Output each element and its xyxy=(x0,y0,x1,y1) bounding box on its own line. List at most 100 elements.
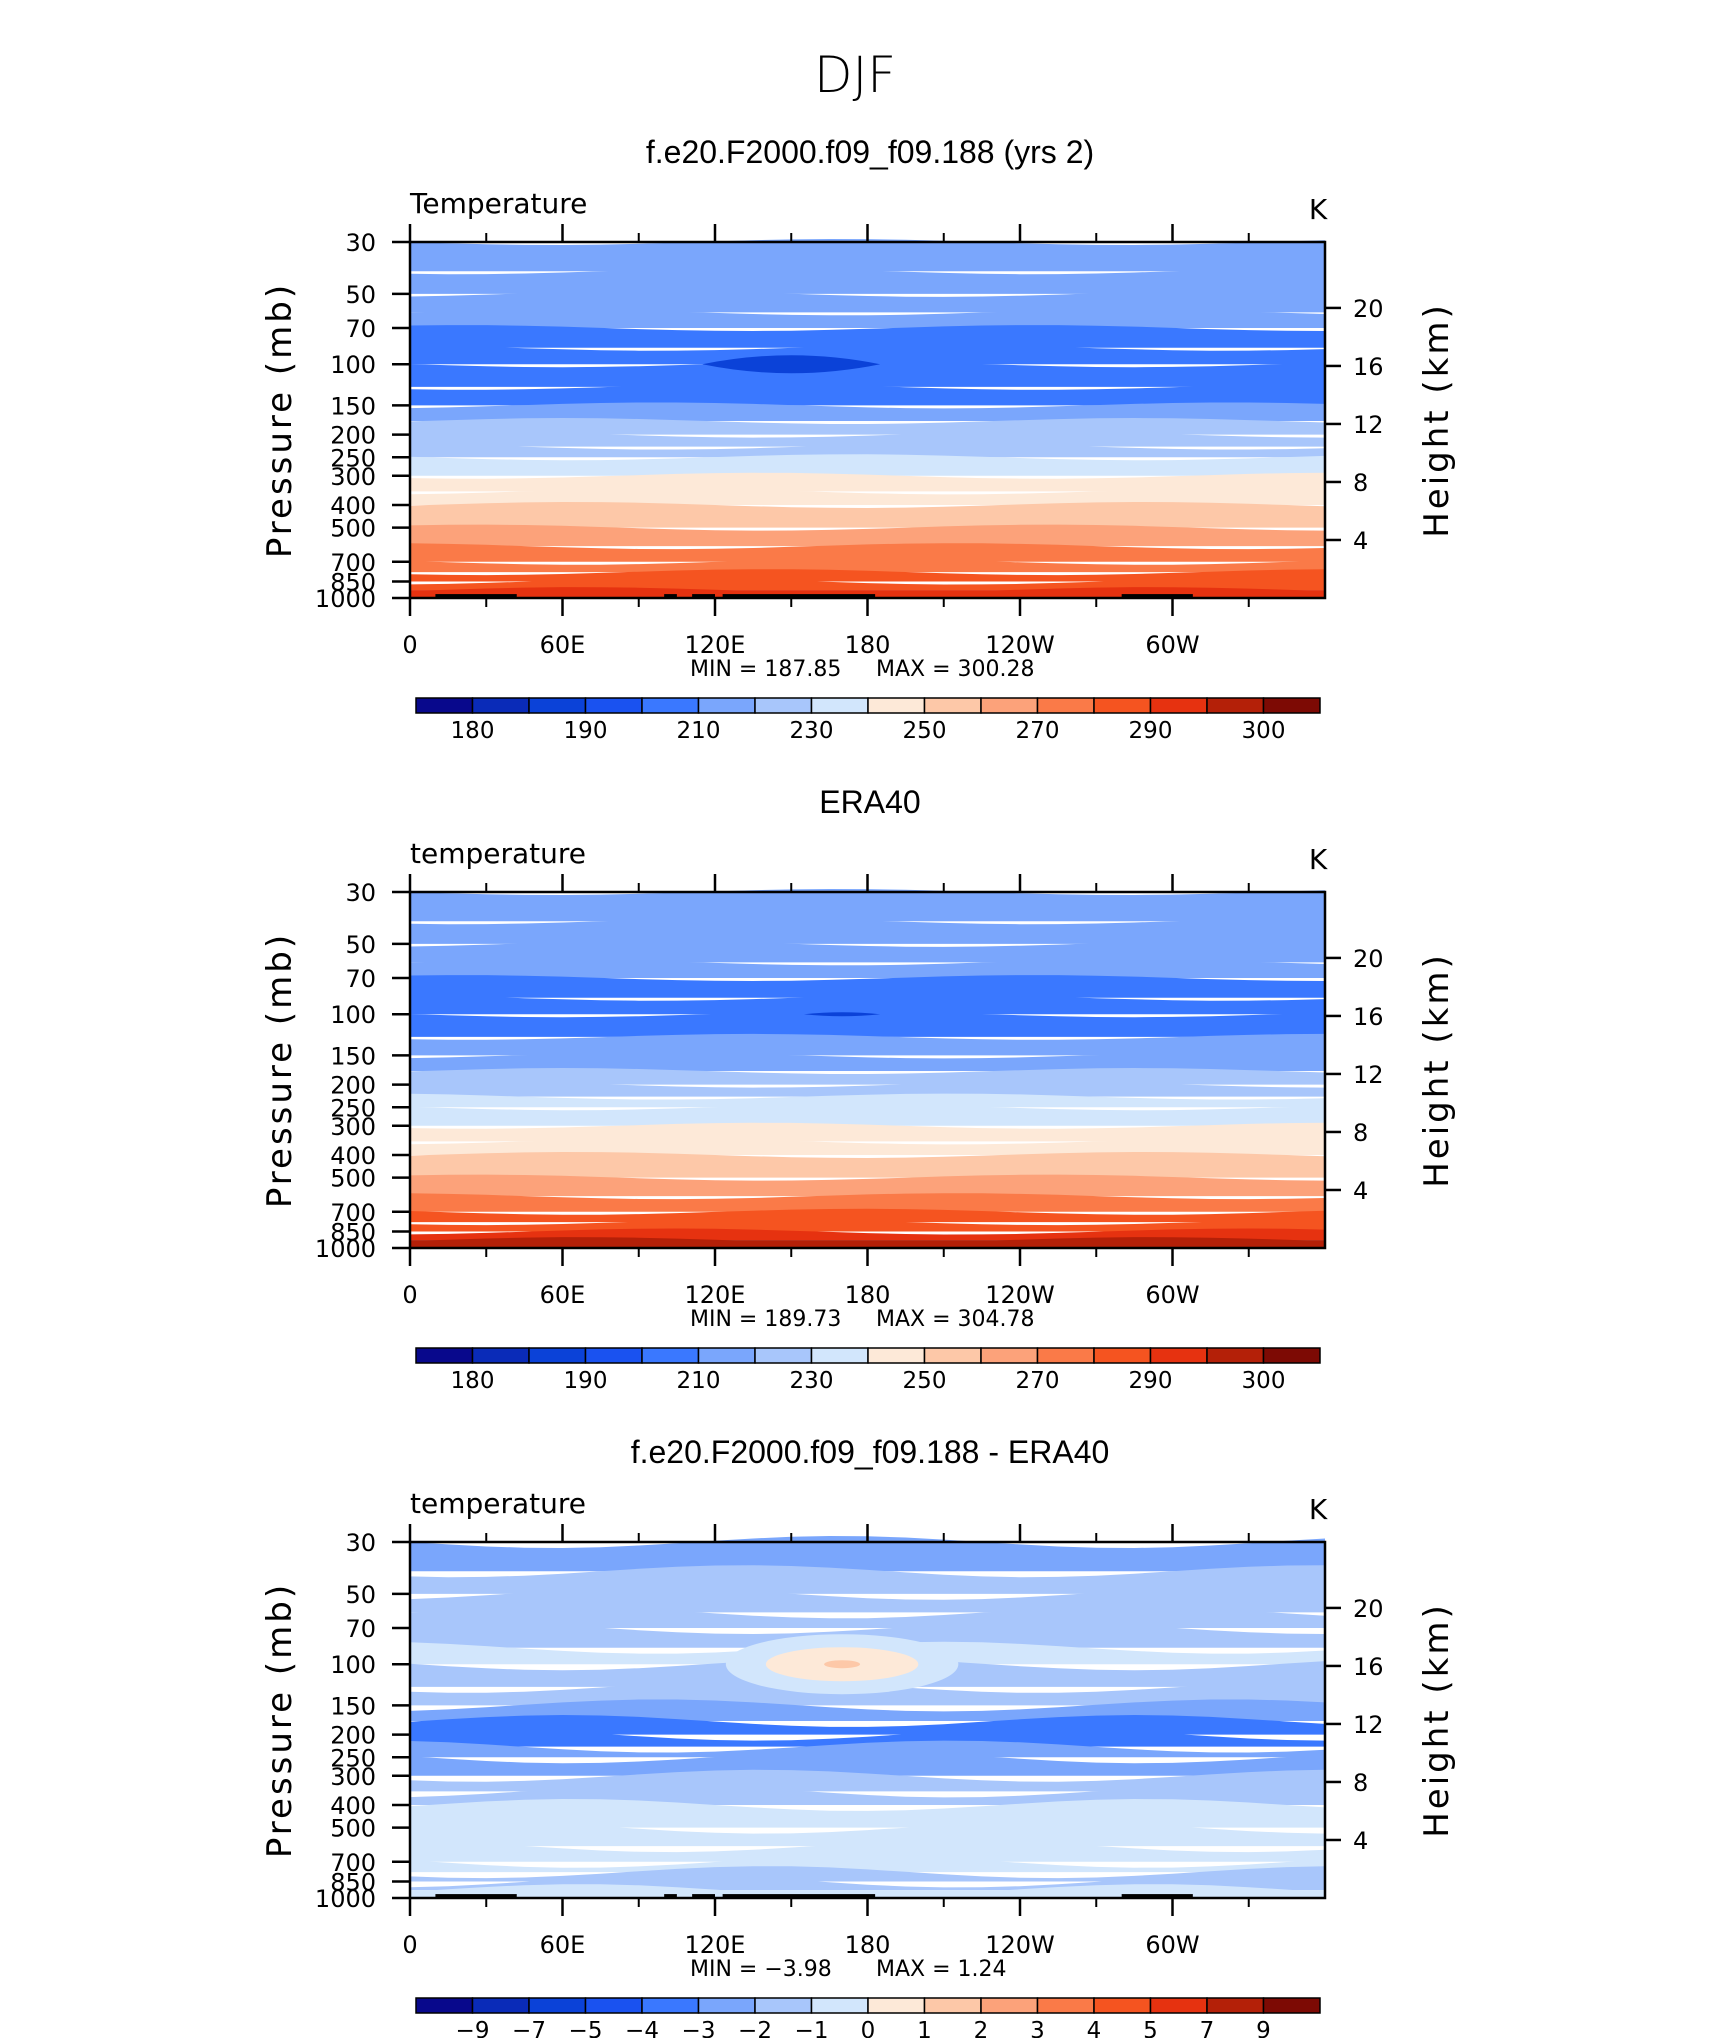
contour-band xyxy=(410,590,1325,598)
contour-band xyxy=(410,1855,1325,1873)
contour-band xyxy=(410,1622,1325,1648)
colorbar-swatch xyxy=(980,1997,1039,2014)
y-tick-label: 850 xyxy=(330,1219,376,1247)
panel-title: ERA40 xyxy=(819,784,920,820)
contour-band xyxy=(410,940,1325,963)
x-tick-label: 0 xyxy=(402,631,417,659)
topography-block xyxy=(435,594,517,598)
x-tick-label: 120W xyxy=(985,1931,1055,1959)
contour-band xyxy=(410,361,1325,387)
contour-band xyxy=(410,1219,1325,1232)
colorbar-swatch xyxy=(415,1997,474,2014)
colorbar-label: 300 xyxy=(1242,1368,1286,1394)
y-tick-label: 100 xyxy=(330,1001,376,1029)
colorbar-swatch xyxy=(641,1997,700,2014)
x-tick-label: 180 xyxy=(845,1931,891,1959)
colorbar-swatch xyxy=(810,697,869,714)
topography-block xyxy=(1121,594,1193,598)
colorbar-swatch xyxy=(415,697,474,714)
x-tick-label: 120W xyxy=(985,1281,1055,1309)
max-label: MAX = 1.24 xyxy=(876,1957,1007,1982)
y-tick-label: 300 xyxy=(330,1763,376,1791)
contour-band xyxy=(410,1174,1325,1197)
contour-band xyxy=(410,1587,1325,1613)
contour-band xyxy=(410,472,1325,492)
y-right-tick-label: 12 xyxy=(1353,1061,1384,1089)
y-tick-label: 30 xyxy=(345,879,376,907)
y-tick-label: 50 xyxy=(345,281,376,309)
y-right-axis-label: Height (km) xyxy=(1417,1602,1457,1838)
max-label: MAX = 304.78 xyxy=(876,1307,1035,1332)
y-tick-label: 500 xyxy=(330,1165,376,1193)
y-right-tick-label: 20 xyxy=(1353,945,1384,973)
colorbar-swatch xyxy=(697,1347,756,1364)
contour-band xyxy=(410,1751,1325,1776)
contour-band xyxy=(410,1011,1325,1037)
colorbar-label: 270 xyxy=(1016,1368,1060,1394)
y-tick-label: 200 xyxy=(330,1072,376,1100)
colorbar-label: 210 xyxy=(677,718,721,744)
colorbar-swatch xyxy=(528,697,587,714)
y-right-tick-label: 20 xyxy=(1353,295,1384,323)
left-string: temperature xyxy=(410,837,586,870)
panel-difference: f.e20.F2000.f09_f09.188 - ERA40 temperatu… xyxy=(260,1434,1457,2038)
contour-band xyxy=(410,918,1325,944)
colorbar-swatch xyxy=(1093,697,1152,714)
figure-title: DJF xyxy=(814,46,896,104)
y-right-tick-label: 16 xyxy=(1353,1653,1384,1681)
colorbar-swatch xyxy=(867,1997,926,2014)
colorbar-label: 290 xyxy=(1129,718,1173,744)
contour-band xyxy=(410,1068,1325,1085)
colorbar-swatch xyxy=(810,1997,869,2014)
contour-band xyxy=(410,994,1325,1015)
topography-block xyxy=(722,1894,876,1898)
contour-band xyxy=(410,1740,1325,1758)
contour-band xyxy=(410,1033,1325,1056)
y-tick-label: 30 xyxy=(345,1529,376,1557)
y-tick-label: 250 xyxy=(330,1094,376,1122)
min-label: MIN = 187.85 xyxy=(690,657,841,682)
colorbar-swatch xyxy=(980,1347,1039,1364)
colorbar-label: 5 xyxy=(1143,2018,1158,2038)
max-label: MAX = 300.28 xyxy=(876,657,1035,682)
contour-band xyxy=(410,325,1325,348)
y-tick-label: 30 xyxy=(345,229,376,257)
colorbar-swatch xyxy=(697,1997,756,2014)
y-right-tick-label: 20 xyxy=(1353,1595,1384,1623)
y-tick-label: 700 xyxy=(330,1849,376,1877)
y-right-axis-label: Height (km) xyxy=(1417,302,1457,538)
colorbar-swatch xyxy=(1149,1347,1208,1364)
colorbar-swatch xyxy=(810,1347,869,1364)
colorbar-swatch xyxy=(584,697,643,714)
colorbar-swatch xyxy=(923,1347,982,1364)
y-axis-label: Pressure (mb) xyxy=(260,282,300,558)
contour-field xyxy=(410,1536,1325,1898)
y-tick-label: 400 xyxy=(330,1142,376,1170)
cold-core xyxy=(803,1012,881,1017)
y-tick-label: 250 xyxy=(330,1744,376,1772)
y-tick-label: 850 xyxy=(330,1869,376,1897)
y-tick-label: 700 xyxy=(330,1199,376,1227)
x-tick-label: 120W xyxy=(985,631,1055,659)
colorbar-label: 2 xyxy=(974,2018,989,2038)
left-string: Temperature xyxy=(409,187,587,220)
colorbar-swatch xyxy=(1206,1347,1265,1364)
y-right-tick-label: 16 xyxy=(1353,1003,1384,1031)
colorbar-swatch xyxy=(471,1997,530,2014)
colorbar-swatch xyxy=(415,1347,474,1364)
x-tick-label: 120E xyxy=(685,1931,746,1959)
colorbar-label: 190 xyxy=(564,1368,608,1394)
colorbar-label: −7 xyxy=(512,2018,546,2038)
colorbar-label: 190 xyxy=(564,718,608,744)
contour-band xyxy=(410,418,1325,435)
colorbar-swatch xyxy=(1262,1347,1321,1364)
contour-band xyxy=(410,1081,1325,1097)
y-tick-label: 50 xyxy=(345,1581,376,1609)
x-tick-label: 0 xyxy=(402,1931,417,1959)
topography-block xyxy=(722,594,876,598)
contour-band xyxy=(410,1104,1325,1126)
y-tick-label: 200 xyxy=(330,1722,376,1750)
contour-band xyxy=(410,1890,1325,1898)
y-tick-label: 150 xyxy=(330,392,376,420)
x-tick-label: 60W xyxy=(1145,1281,1199,1309)
